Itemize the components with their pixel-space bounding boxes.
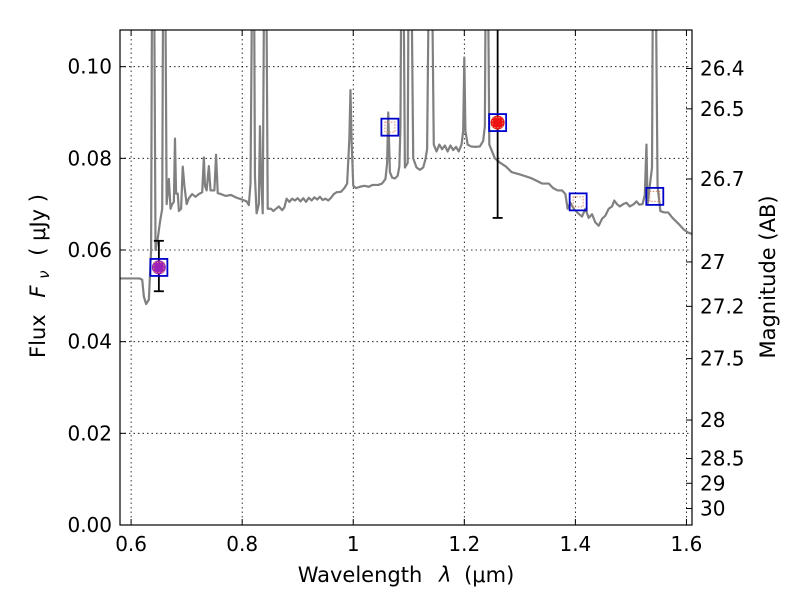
x-tick-label: 1 (347, 532, 360, 556)
y-axis-label-text: Flux (26, 314, 50, 358)
observed-point (490, 115, 505, 130)
x-tick-label: 0.8 (226, 532, 258, 556)
right-tick-label: 27.2 (700, 294, 745, 318)
model-photometry-boxes (149, 113, 665, 277)
plot-frame (119, 29, 693, 526)
x-tick-label: 1.2 (448, 532, 480, 556)
x-axis-label: Wavelength λ (μm) (298, 563, 515, 587)
y-tick-label: 0.00 (67, 513, 112, 537)
right-tick-label: 29 (700, 471, 725, 495)
x-axis-label-text: Wavelength (298, 563, 423, 587)
spectrum-line (120, 30, 692, 306)
right-tick-label: 26.5 (700, 97, 745, 121)
axis-ticks: 0.6 0.8 1 1.2 1.4 1.6 0.00 0.02 0.04 0.06 0.08 0.10… (67, 30, 745, 556)
right-axis-label: Magnitude (AB) (756, 195, 780, 358)
y-tick-label: 0.08 (67, 146, 112, 170)
model-box (380, 117, 400, 137)
model-box-inner (153, 261, 165, 273)
model-box-inner (572, 196, 584, 208)
template-spectrum (120, 30, 692, 306)
x-tick-label: 1.6 (671, 532, 703, 556)
model-box (488, 113, 508, 132)
right-tick-label: 28 (700, 408, 725, 432)
y-tick-label: 0.06 (67, 238, 112, 262)
right-tick-label: 27.5 (700, 347, 745, 371)
model-box-inner (649, 190, 661, 202)
y-axis-label-subscript: ν (35, 270, 53, 278)
plot-background (120, 30, 692, 525)
y-tick-label: 0.04 (67, 330, 112, 354)
y-tick-label: 0.02 (67, 421, 112, 445)
model-box (149, 258, 169, 277)
right-tick-label: 27 (700, 250, 725, 274)
y-axis-label: Flux F ν ( μJy ) (26, 194, 54, 358)
observed-points (151, 115, 505, 275)
model-box-inner (492, 117, 504, 129)
y-axis-label-unit: ( μJy ) (26, 194, 50, 256)
model-box (568, 192, 588, 212)
x-tick-label: 1.4 (559, 532, 591, 556)
model-box-inner (384, 121, 396, 133)
x-axis-label-unit: (μm) (464, 563, 514, 587)
right-tick-label: 28.5 (700, 447, 745, 471)
x-tick-label: 0.6 (115, 532, 147, 556)
x-axis-label-symbol: λ (438, 563, 451, 587)
observed-point (151, 260, 166, 275)
y-tick-label: 0.10 (67, 55, 112, 79)
right-tick-label: 26.4 (700, 57, 745, 81)
model-box (645, 186, 665, 206)
right-tick-label: 26.7 (700, 167, 745, 191)
y-axis-label-symbol: F (26, 285, 50, 298)
right-tick-label: 30 (700, 497, 725, 521)
